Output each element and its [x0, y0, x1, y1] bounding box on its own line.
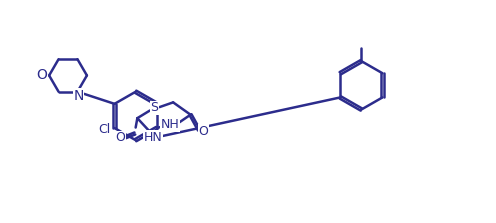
Text: Cl: Cl: [99, 122, 111, 136]
Text: NH: NH: [160, 118, 179, 131]
Text: S: S: [150, 101, 158, 114]
Text: O: O: [37, 68, 48, 83]
Text: O: O: [116, 131, 125, 145]
Text: O: O: [198, 125, 208, 138]
Text: N: N: [73, 89, 84, 103]
Text: HN: HN: [144, 131, 163, 144]
